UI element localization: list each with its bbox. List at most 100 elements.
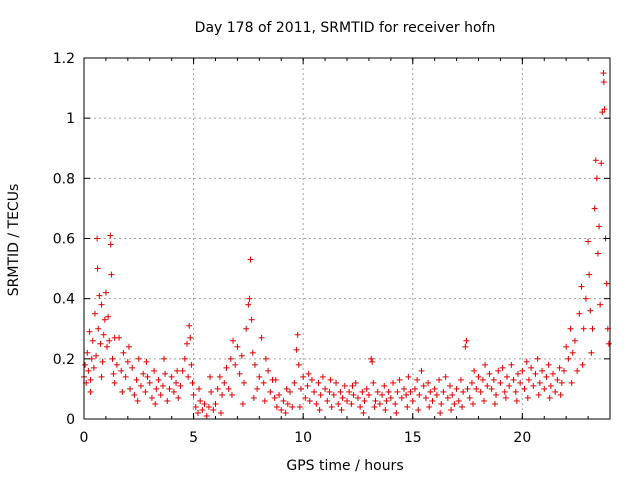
x-tick-label: 10 <box>294 430 312 446</box>
data-point <box>258 334 265 341</box>
data-point <box>313 400 320 407</box>
data-point <box>449 391 456 398</box>
data-point <box>293 346 300 353</box>
data-point <box>539 367 546 374</box>
data-point <box>556 364 563 371</box>
data-point <box>530 382 537 389</box>
y-tick-label: 0.6 <box>53 232 75 248</box>
data-point <box>405 373 412 380</box>
data-point <box>82 361 89 368</box>
axis-ticks: 0 5 10 15 20 0 0.2 0.4 0.6 0.8 1 1.2 <box>53 51 611 446</box>
data-point <box>600 70 607 77</box>
data-point <box>480 397 487 404</box>
data-point <box>216 373 223 380</box>
data-point <box>354 394 361 401</box>
data-point <box>106 337 113 344</box>
data-point <box>95 325 102 332</box>
data-point <box>122 373 129 380</box>
data-point <box>111 334 118 341</box>
data-point <box>91 310 98 317</box>
data-point <box>490 376 497 383</box>
data-point <box>506 382 513 389</box>
data-point <box>459 403 466 410</box>
data-point <box>228 391 235 398</box>
data-point <box>101 316 108 323</box>
data-point <box>135 355 142 362</box>
plot-frame <box>83 57 611 420</box>
data-point <box>404 403 411 410</box>
x-tick-label: 15 <box>404 430 422 446</box>
data-point <box>486 370 493 377</box>
data-point <box>205 403 212 410</box>
data-point <box>569 349 576 356</box>
data-point <box>580 325 587 332</box>
data-point <box>265 367 272 374</box>
data-point <box>330 391 337 398</box>
data-point <box>502 394 509 401</box>
data-point <box>185 373 192 380</box>
data-point <box>124 358 131 365</box>
data-point <box>543 373 550 380</box>
data-point <box>208 388 215 395</box>
data-point <box>261 397 268 404</box>
data-point <box>514 370 521 377</box>
data-point <box>214 385 221 392</box>
y-axis-label: SRMTID / TECUs <box>6 184 22 297</box>
data-point <box>594 250 601 257</box>
data-point <box>455 397 462 404</box>
data-point <box>442 373 449 380</box>
data-point <box>477 388 484 395</box>
data-point <box>111 379 118 386</box>
data-point <box>119 388 126 395</box>
data-points <box>81 70 612 419</box>
data-point <box>94 235 101 242</box>
data-point <box>157 391 164 398</box>
data-point <box>528 364 535 371</box>
data-point <box>462 343 469 350</box>
data-point <box>409 397 416 404</box>
data-point <box>296 403 303 410</box>
data-point <box>382 406 389 413</box>
data-point <box>239 400 246 407</box>
data-point <box>86 328 93 335</box>
data-point <box>308 376 315 383</box>
data-point <box>192 403 199 410</box>
data-point <box>605 340 612 347</box>
data-point <box>333 379 340 386</box>
data-point <box>422 394 429 401</box>
data-point <box>552 388 559 395</box>
data-point <box>574 367 581 374</box>
data-point <box>99 358 106 365</box>
data-point <box>390 379 397 386</box>
data-point <box>96 292 103 299</box>
data-point <box>199 406 206 413</box>
data-point <box>521 385 528 392</box>
data-point <box>547 382 554 389</box>
data-point <box>519 367 526 374</box>
data-point <box>560 367 567 374</box>
data-point <box>267 388 274 395</box>
chart-title: Day 178 of 2011, SRMTID for receiver hof… <box>195 20 496 36</box>
data-point <box>525 376 532 383</box>
data-point <box>393 409 400 416</box>
data-point <box>491 400 498 407</box>
data-point <box>155 376 162 383</box>
data-point <box>503 373 510 380</box>
data-point <box>148 394 155 401</box>
data-point <box>110 370 117 377</box>
data-point <box>302 394 309 401</box>
data-point <box>225 385 232 392</box>
data-point <box>294 331 301 338</box>
data-point <box>284 400 291 407</box>
data-point <box>348 400 355 407</box>
data-point <box>107 241 114 248</box>
y-tick-label: 1 <box>66 111 75 127</box>
data-point <box>532 370 539 377</box>
data-point <box>501 388 508 395</box>
data-point <box>94 265 101 272</box>
data-point <box>592 157 599 164</box>
data-point <box>398 394 405 401</box>
data-point <box>326 388 333 395</box>
data-point <box>327 376 334 383</box>
data-point <box>98 373 105 380</box>
